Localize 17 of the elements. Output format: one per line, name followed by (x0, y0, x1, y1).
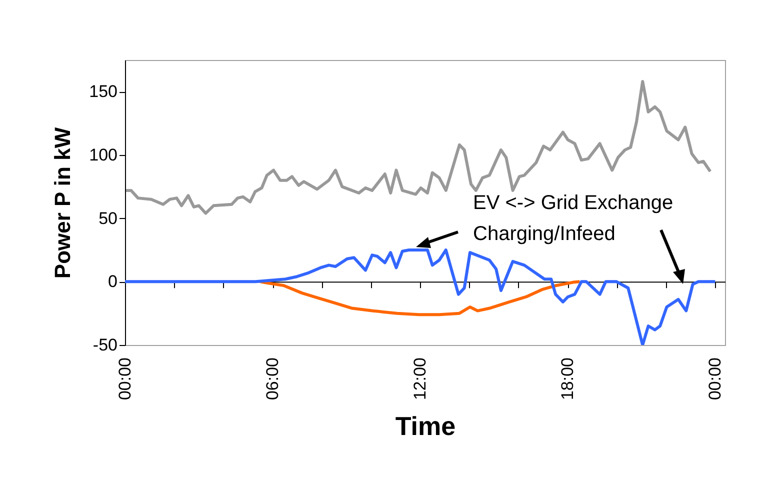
annotation: Charging/Infeed (473, 223, 616, 245)
line-series (125, 80, 712, 215)
x-tick-label: 18:00 (558, 358, 578, 400)
y-tick-label: 150 (89, 82, 118, 102)
x-axis-title: Time (395, 411, 456, 442)
line-series (258, 280, 582, 316)
y-tick-label: 100 (89, 146, 118, 164)
y-tick-label: 0 (108, 272, 118, 292)
y-tick-label: -50 (92, 336, 118, 354)
line-series (125, 248, 717, 345)
x-tick-label: 06:00 (263, 358, 282, 400)
y-axis-title: Power P in kW (50, 127, 76, 279)
annotation: EV <-> Grid Exchange (473, 192, 674, 214)
x-tick-label: 00:00 (706, 358, 725, 400)
x-tick-label: 12:00 (410, 358, 430, 400)
y-tick-label: 50 (98, 208, 118, 228)
x-tick-label: 00:00 (116, 358, 134, 400)
